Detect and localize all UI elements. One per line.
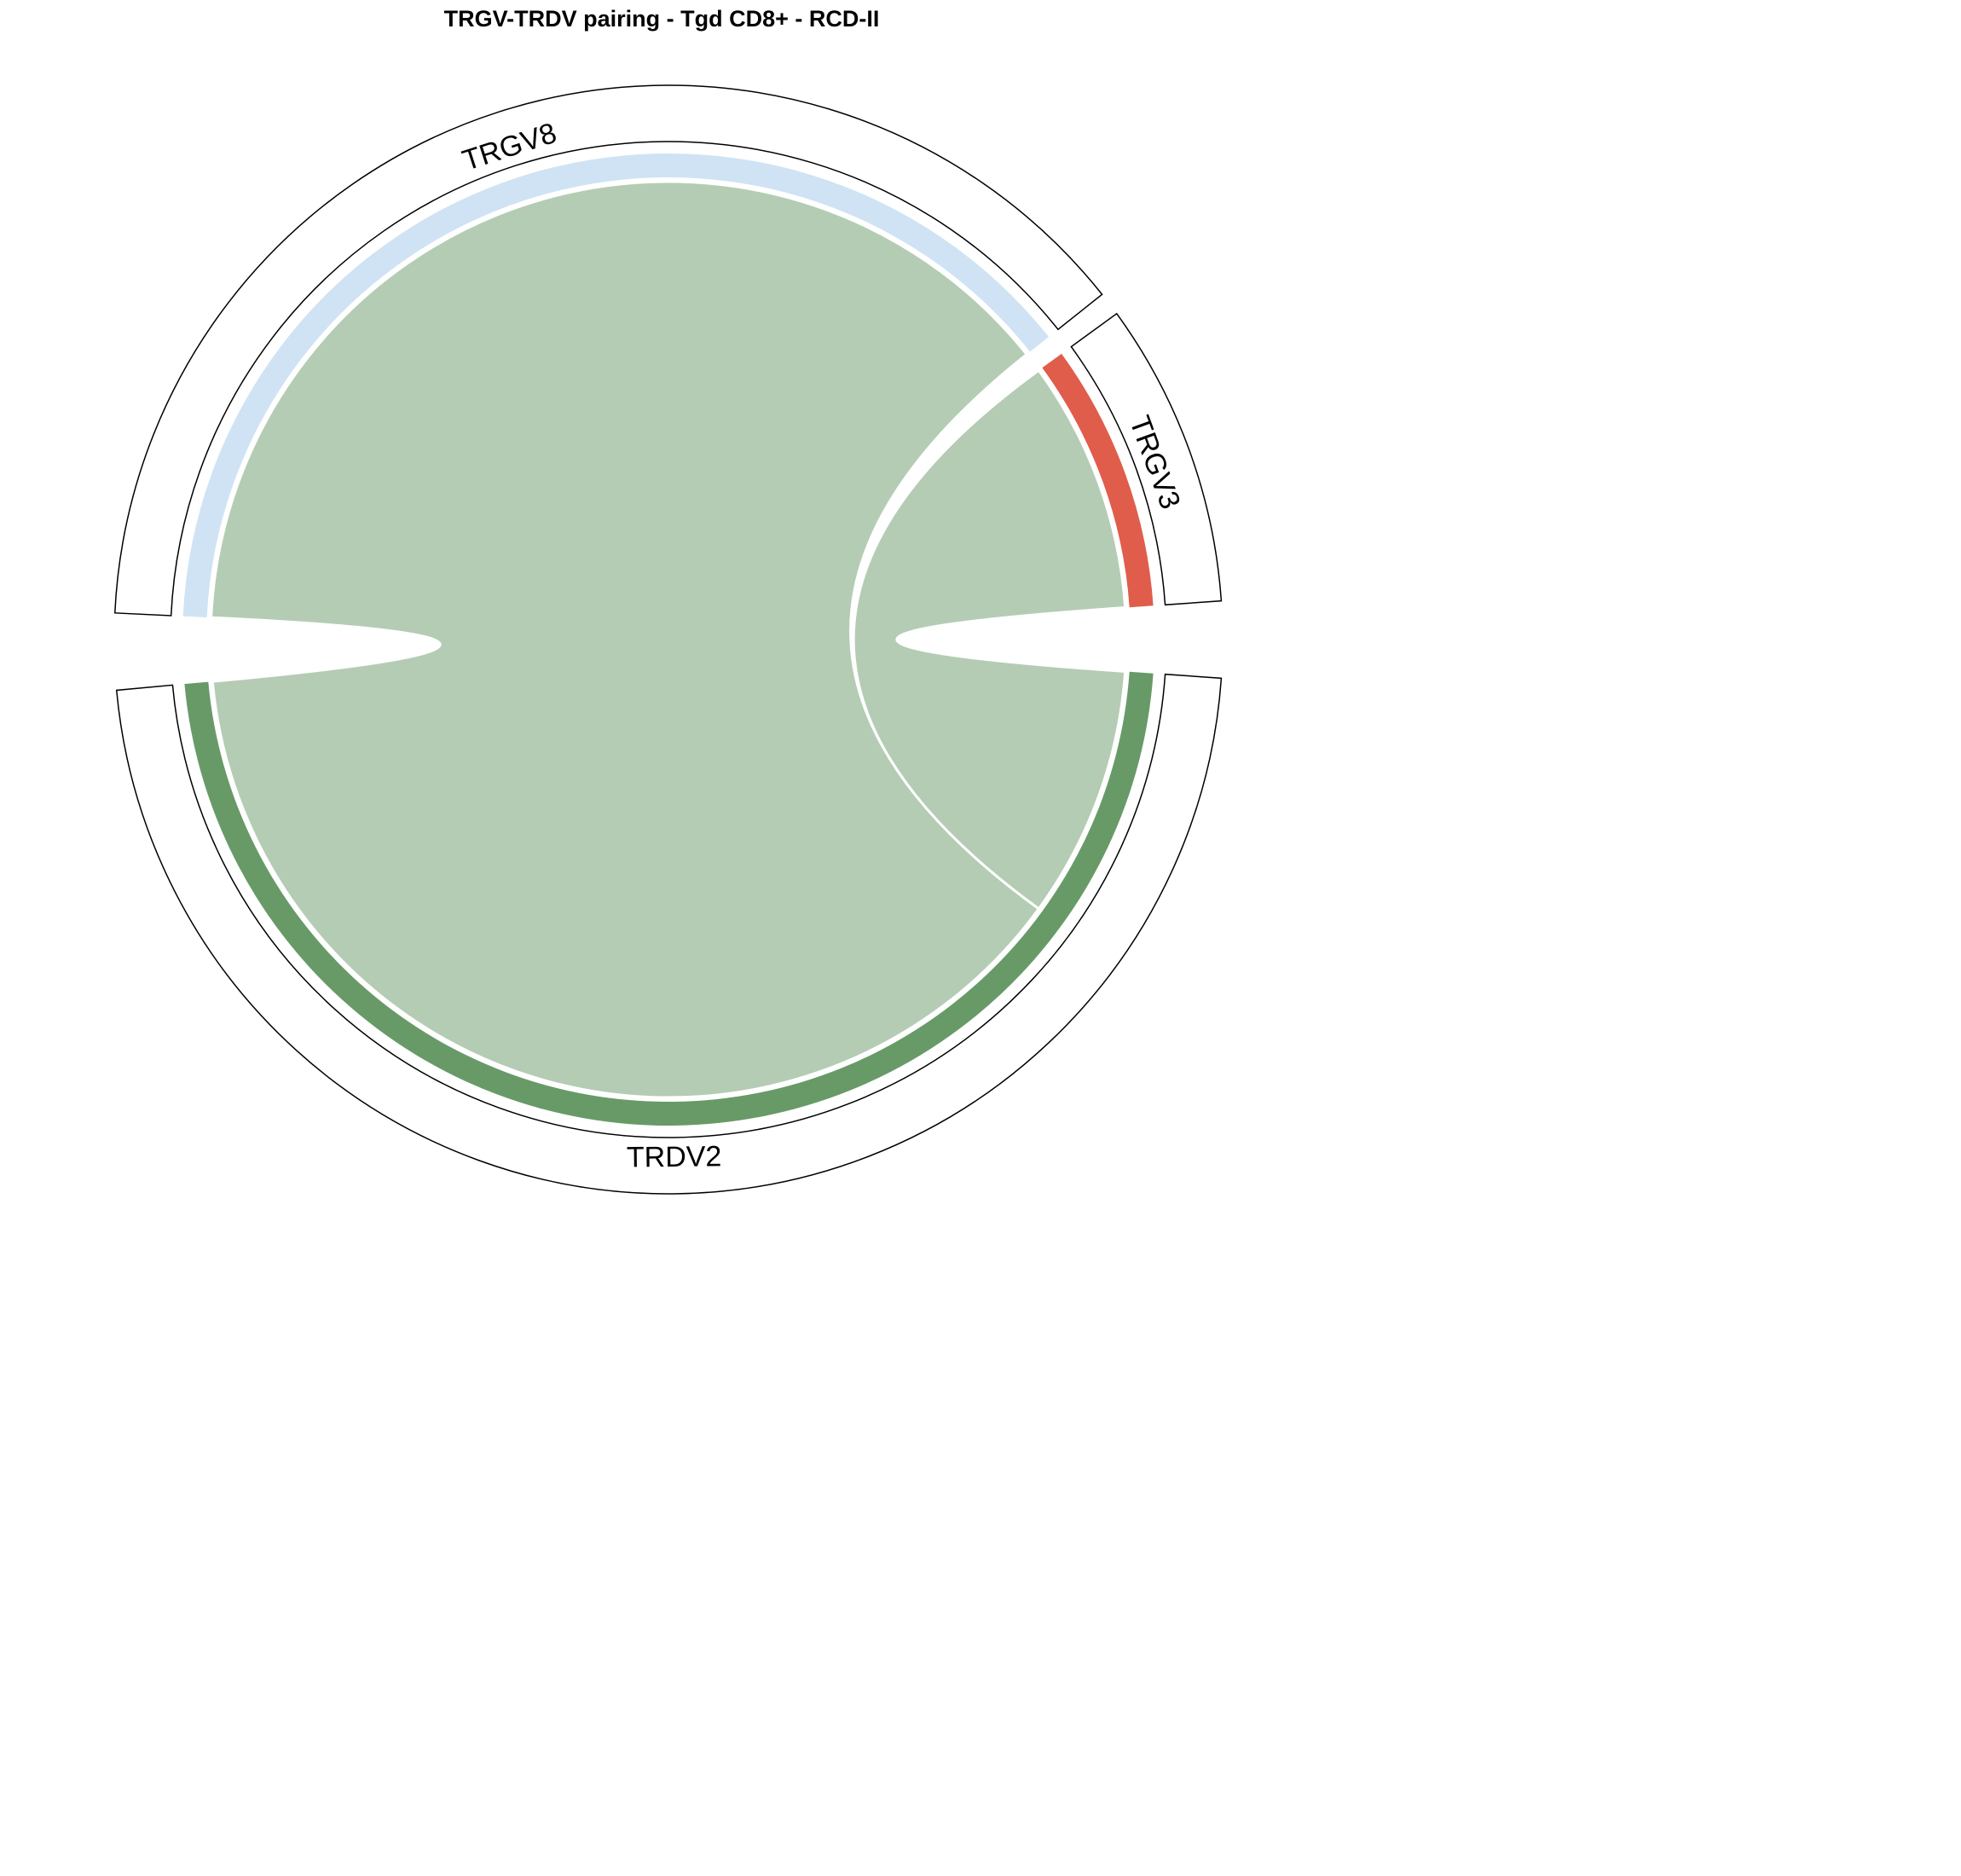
- outer-track-trgv3: [1070, 312, 1223, 606]
- link-trgv3-trdv2: [852, 368, 1127, 911]
- chart-title: TRGV-TRDV pairing - Tgd CD8+ - RCD-II: [443, 6, 880, 32]
- links-layer: [210, 180, 1127, 1099]
- outer-track-trgv8: [113, 84, 1103, 617]
- sector-band-trgv3: [1042, 353, 1154, 608]
- sector-label-trdv2: TRDV2: [627, 1140, 722, 1173]
- outer-track-trdv2: [115, 673, 1223, 1195]
